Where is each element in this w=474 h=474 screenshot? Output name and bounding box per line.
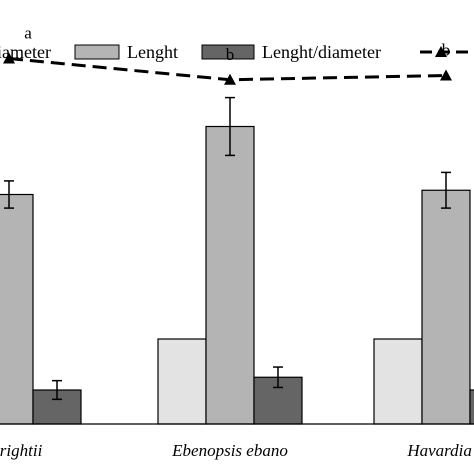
legend: iameter Lenght Lenght/diameter bbox=[0, 42, 474, 62]
legend-label-2: Lenght bbox=[127, 42, 178, 62]
bar-2-2 bbox=[205, 125, 255, 425]
legend-swatch-2 bbox=[74, 44, 120, 60]
error-bar-3-2 bbox=[273, 366, 283, 389]
bar-1-2 bbox=[157, 338, 207, 425]
line-point-1 bbox=[3, 52, 15, 64]
x-tick-label-1: a wrightii bbox=[0, 441, 43, 460]
bar-2-3 bbox=[421, 189, 471, 425]
line-point-2 bbox=[224, 73, 236, 85]
error-bar-3-1 bbox=[52, 379, 62, 401]
x-tick-labels: a wrightii Ebenopsis ebano Havardia p bbox=[0, 441, 474, 460]
error-bar-2-2 bbox=[225, 96, 235, 157]
legend-line-marker bbox=[435, 46, 447, 57]
line-point-3 bbox=[440, 69, 452, 81]
line-series: a b b bbox=[3, 24, 452, 85]
error-bar-2-1 bbox=[4, 180, 14, 209]
legend-swatch-3 bbox=[201, 44, 255, 60]
significance-label-3: b bbox=[442, 41, 451, 60]
significance-label-2: b bbox=[226, 45, 235, 64]
significance-label-1: a bbox=[24, 24, 32, 43]
bar-3-3 bbox=[469, 389, 474, 425]
bar-2-1 bbox=[0, 193, 34, 425]
error-bar-2-3 bbox=[441, 171, 451, 209]
x-tick-label-2: Ebenopsis ebano bbox=[171, 441, 288, 460]
x-tick-label-3: Havardia p bbox=[406, 441, 474, 460]
legend-label-1: iameter bbox=[0, 42, 51, 62]
legend-label-3: Lenght/diameter bbox=[262, 42, 381, 62]
bar-1-3 bbox=[373, 338, 423, 425]
bar-groups bbox=[0, 96, 474, 425]
